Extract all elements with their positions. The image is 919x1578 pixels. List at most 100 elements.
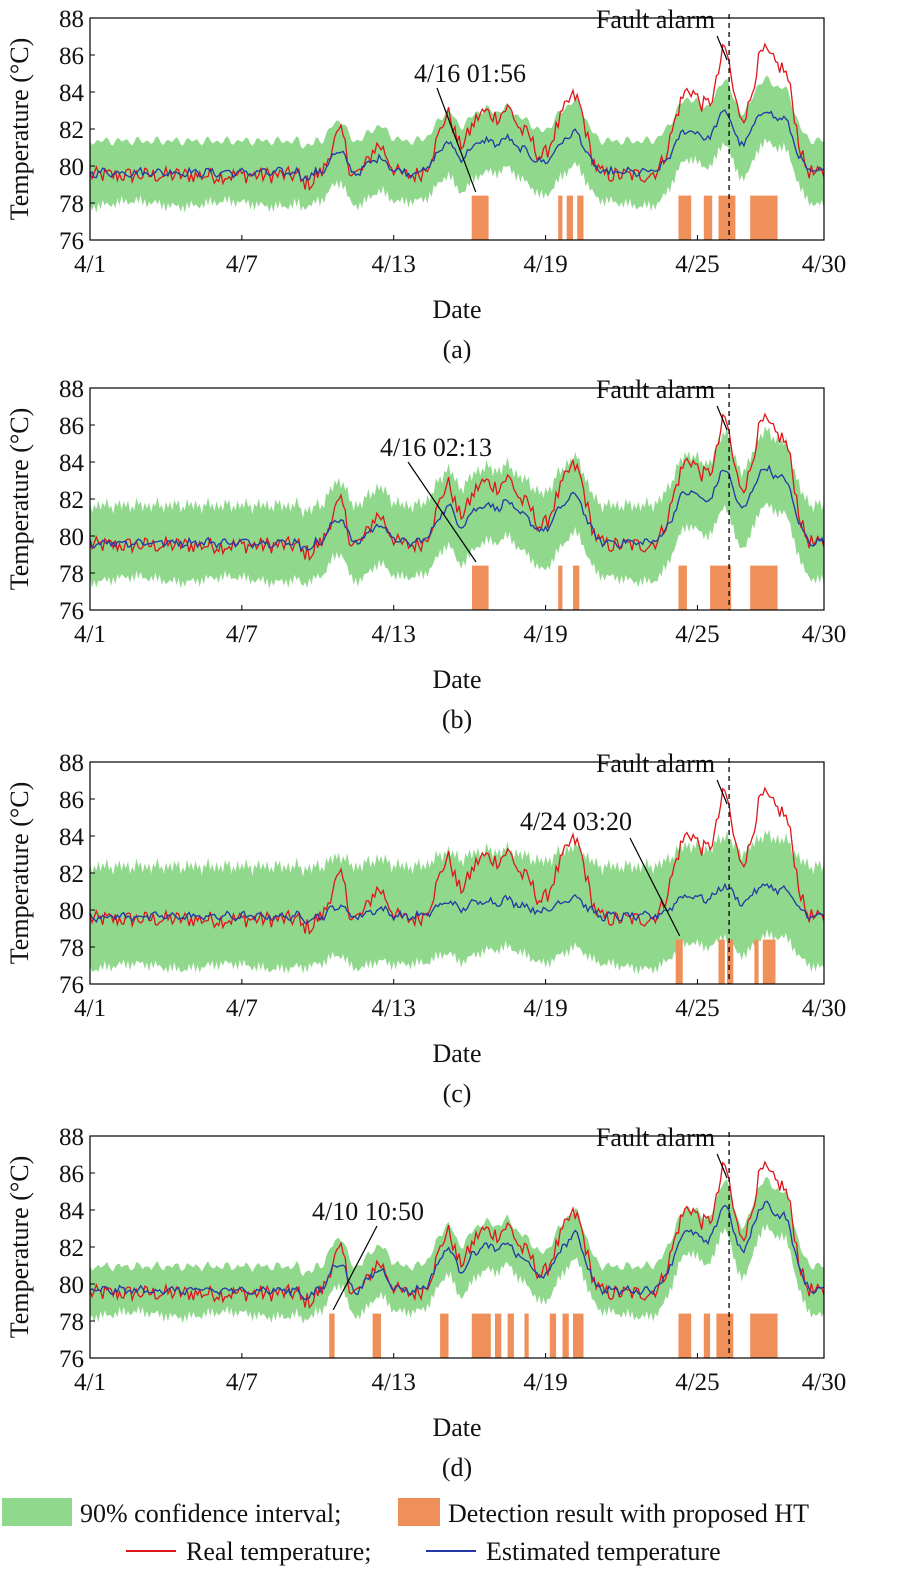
- x-tick-label: 4/25: [675, 251, 719, 278]
- detection-bar: [750, 565, 778, 610]
- x-tick-label: 4/13: [371, 251, 415, 278]
- y-tick-label: 78: [59, 191, 84, 218]
- x-tick-label: 4/7: [226, 251, 258, 278]
- detection-bar: [566, 195, 573, 240]
- y-tick-label: 76: [59, 1346, 84, 1373]
- y-tick-label: 76: [59, 228, 84, 255]
- x-tick-label: 4/1: [74, 995, 106, 1022]
- confidence-band-c: [90, 829, 824, 975]
- confidence-band-a: [90, 75, 824, 213]
- y-tick-label: 84: [59, 1198, 85, 1225]
- y-tick-label: 86: [59, 413, 84, 440]
- y-tick-label: 80: [59, 154, 84, 181]
- y-tick-label: 78: [59, 561, 84, 588]
- panel-a: Fault alarm 4/16 01:56 76 78 80 82 84 86 88 4/1 4/…: [5, 5, 846, 364]
- y-tick-label: 88: [59, 1124, 84, 1151]
- panel-caption: (b): [442, 705, 472, 734]
- detection-bar: [573, 1313, 584, 1358]
- detection-time-annotation: 4/16 01:56: [414, 59, 526, 88]
- real-temperature-line-c: [90, 786, 824, 936]
- detection-bar: [703, 195, 713, 240]
- fault-alarm-label: Fault alarm: [596, 749, 715, 778]
- confidence-band-d: [90, 1176, 824, 1324]
- x-tick-label: 4/19: [523, 621, 567, 648]
- detection-time-annotation: 4/24 03:20: [520, 807, 632, 836]
- legend-real-label: Real temperature;: [186, 1537, 372, 1566]
- fault-alarm-pointer: [716, 1153, 728, 1179]
- detection-bar: [675, 939, 683, 984]
- plot-area-c: [90, 786, 824, 984]
- detection-bar: [762, 939, 776, 984]
- legend-detection-label: Detection result with proposed HT: [448, 1499, 809, 1528]
- legend-band-swatch: [2, 1498, 72, 1526]
- y-tick-label: 78: [59, 935, 84, 962]
- estimated-temperature-line-b: [90, 464, 824, 552]
- detection-time-annotation: 4/16 02:13: [380, 433, 492, 462]
- x-tick-label: 4/7: [226, 995, 258, 1022]
- x-axis-label: Date: [432, 1039, 481, 1068]
- legend-detection-swatch: [398, 1498, 440, 1526]
- detection-bar: [678, 565, 687, 610]
- y-tick-label: 84: [59, 824, 85, 851]
- x-tick-label: 4/25: [675, 995, 719, 1022]
- x-tick-label: 4/1: [74, 621, 106, 648]
- x-tick-label: 4/19: [523, 251, 567, 278]
- estimated-temperature-line-d: [90, 1200, 824, 1301]
- real-temperature-line-d: [90, 1160, 824, 1310]
- y-tick-label: 88: [59, 750, 84, 777]
- legend: 90% confidence interval; Detection resul…: [2, 1498, 809, 1566]
- x-tick-label: 4/13: [371, 621, 415, 648]
- y-tick-label: 80: [59, 524, 84, 551]
- x-tick-label: 4/30: [802, 1369, 846, 1396]
- detection-bar: [754, 939, 759, 984]
- plot-area-a: [90, 42, 824, 240]
- y-tick-label: 82: [59, 861, 84, 888]
- x-axis-label: Date: [432, 665, 481, 694]
- fault-alarm-pointer: [716, 35, 728, 61]
- detection-bar: [558, 195, 563, 240]
- fault-alarm-label: Fault alarm: [596, 1123, 715, 1152]
- detection-bar: [472, 565, 489, 610]
- y-tick-label: 76: [59, 972, 84, 999]
- y-tick-label: 82: [59, 487, 84, 514]
- y-axis-label: Temperature (°C): [5, 408, 34, 591]
- detection-bar: [562, 1313, 569, 1358]
- detection-bar: [716, 1313, 734, 1358]
- detection-bar: [524, 1313, 529, 1358]
- y-tick-label: 84: [59, 450, 85, 477]
- y-tick-label: 88: [59, 6, 84, 33]
- x-tick-label: 4/13: [371, 1369, 415, 1396]
- x-tick-label: 4/1: [74, 1369, 106, 1396]
- x-tick-label: 4/7: [226, 1369, 258, 1396]
- panel-caption: (c): [443, 1079, 472, 1108]
- estimated-temperature-line-a: [90, 109, 824, 182]
- annotation-pointer: [332, 1225, 378, 1311]
- plot-area-b: [90, 412, 824, 610]
- detection-bar: [471, 195, 489, 240]
- detection-bar: [471, 1313, 491, 1358]
- y-tick-label: 88: [59, 376, 84, 403]
- x-tick-label: 4/7: [226, 621, 258, 648]
- y-axis-label: Temperature (°C): [5, 38, 34, 221]
- panel-b: Fault alarm 4/16 02:13 76 78 80 82 84 86 88 4/1 4/…: [5, 375, 846, 734]
- x-axis-label: Date: [432, 1413, 481, 1442]
- y-tick-label: 86: [59, 1161, 84, 1188]
- x-tick-label: 4/25: [675, 1369, 719, 1396]
- detection-bar: [495, 1313, 502, 1358]
- legend-estimated-label: Estimated temperature: [486, 1537, 721, 1566]
- panel-d: Fault alarm 4/10 10:50 76 78 80 82 84 86 88 4/1 4/…: [5, 1123, 846, 1482]
- detection-bar: [577, 195, 584, 240]
- x-tick-label: 4/30: [802, 621, 846, 648]
- panel-caption: (a): [443, 335, 472, 364]
- y-tick-label: 82: [59, 1235, 84, 1262]
- detection-bar: [440, 1313, 449, 1358]
- detection-bar: [372, 1313, 381, 1358]
- annotation-pointer: [407, 461, 477, 563]
- estimated-temperature-line-c: [90, 882, 824, 924]
- fault-alarm-label: Fault alarm: [596, 5, 715, 34]
- y-tick-label: 80: [59, 1272, 84, 1299]
- fault-alarm-label: Fault alarm: [596, 375, 715, 404]
- legend-band-label: 90% confidence interval;: [80, 1499, 341, 1528]
- detection-bar: [558, 565, 563, 610]
